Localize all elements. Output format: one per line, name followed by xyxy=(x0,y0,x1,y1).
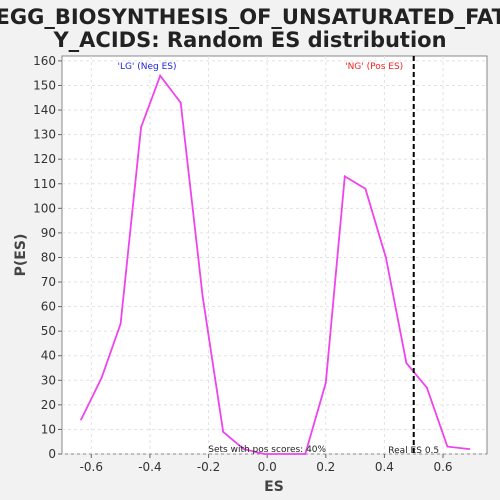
y-tick-label: 20 xyxy=(41,398,56,412)
x-axis-ticks: -0.6 -0.4 -0.2 0.0 0.2 0.4 0.6 xyxy=(80,454,453,474)
series-points xyxy=(80,74,471,455)
series-point xyxy=(140,126,143,129)
pos-scores-annotation: Sets with pos scores: 40% xyxy=(208,445,326,455)
y-tick-label: 90 xyxy=(41,226,56,240)
series-point xyxy=(405,362,408,364)
series-point xyxy=(119,322,122,325)
y-tick-label: 60 xyxy=(41,300,56,314)
series-point xyxy=(343,175,346,178)
series-point xyxy=(426,386,428,389)
series-point xyxy=(159,74,162,77)
random-es-distribution-line xyxy=(80,73,470,455)
x-tick-label: 0.2 xyxy=(316,460,335,474)
y-tick-label: 70 xyxy=(41,275,56,289)
y-tick-label: 50 xyxy=(41,324,56,338)
y-tick-label: 150 xyxy=(33,78,56,92)
series-point xyxy=(201,295,204,298)
series-point xyxy=(304,453,307,455)
y-tick-label: 120 xyxy=(33,152,56,166)
y-axis-ticks: 0 10 20 30 40 50 60 70 80 90 100 110 120 130 140 150 160 xyxy=(33,54,62,461)
series-point xyxy=(468,448,471,450)
x-tick-label: 0.0 xyxy=(258,460,277,474)
y-tick-label: 100 xyxy=(33,201,56,215)
y-tick-label: 140 xyxy=(33,103,56,117)
series-point xyxy=(100,376,103,379)
series-point xyxy=(263,453,266,455)
chart-title-line-1: KEGG_BIOSYNTHESIS_OF_UNSATURATED_FATT xyxy=(0,5,500,29)
y-tick-label: 80 xyxy=(41,250,56,264)
y-tick-label: 160 xyxy=(33,54,56,68)
series-point xyxy=(446,445,449,448)
series-point xyxy=(283,453,286,455)
x-axis-label: ES xyxy=(264,479,284,495)
y-tick-label: 110 xyxy=(33,177,56,191)
grid-lines xyxy=(62,56,487,455)
y-tick-label: 40 xyxy=(41,349,56,363)
x-tick-label: -0.6 xyxy=(80,460,103,474)
series-point xyxy=(242,448,245,450)
real-es-label: Real ES 0.5 xyxy=(388,446,439,456)
y-axis-label: P(ES) xyxy=(13,234,29,277)
neg-es-annotation: 'LG' (Neg ES) xyxy=(117,62,176,72)
x-tick-label: 0.4 xyxy=(375,460,394,474)
y-tick-label: 10 xyxy=(41,422,56,436)
y-tick-label: 0 xyxy=(48,447,56,461)
series-point xyxy=(364,187,367,190)
series-point xyxy=(324,381,327,384)
series-point xyxy=(222,430,225,433)
chart-title-line-2: Y_ACIDS: Random ES distribution xyxy=(52,28,446,52)
pos-es-annotation: 'NG' (Pos ES) xyxy=(345,62,403,72)
plot-area xyxy=(61,55,488,455)
series-point xyxy=(179,101,182,104)
series-point xyxy=(80,418,82,421)
x-tick-label: 0.6 xyxy=(433,460,452,474)
y-tick-label: 130 xyxy=(33,128,56,142)
x-tick-label: -0.4 xyxy=(138,460,161,474)
x-tick-label: -0.2 xyxy=(197,460,220,474)
y-tick-label: 30 xyxy=(41,373,56,387)
series-point xyxy=(384,256,387,259)
